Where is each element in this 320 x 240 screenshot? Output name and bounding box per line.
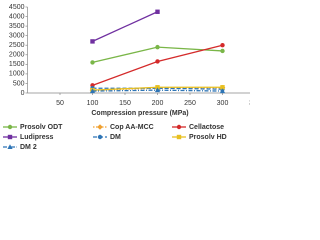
data-point [154, 87, 161, 93]
x-tick-label: 50 [56, 100, 64, 107]
x-tick-label: 300 [217, 100, 229, 107]
data-point [155, 85, 160, 90]
y-tick-label: 500 [13, 80, 25, 87]
legend-marker [97, 124, 103, 130]
legend-marker [176, 124, 182, 130]
y-tick-label: 0 [21, 90, 25, 97]
data-point [220, 85, 225, 90]
legend-label: Ludipress [20, 134, 54, 141]
legend-label: DM 2 [20, 144, 37, 150]
data-point [155, 44, 160, 50]
legend-label: Cop AA-MCC [110, 124, 154, 131]
data-point [220, 48, 225, 54]
data-point [155, 59, 160, 64]
y-tick-label: 4000 [9, 13, 25, 20]
legend-marker [176, 134, 182, 140]
legend-marker [7, 124, 13, 130]
series-line [92, 44, 223, 86]
data-point [90, 39, 95, 44]
x-tick-label: 200 [152, 100, 164, 107]
data-point [90, 60, 95, 65]
chart: Compression pressure (MPa) 0 500 1000 1500 2… [3, 4, 250, 150]
legend-label: Prosolv HD [189, 134, 227, 141]
x-axis-title: Compression pressure (MPa) [91, 110, 188, 117]
legend-marker [97, 134, 103, 140]
y-tick-label: 4500 [9, 4, 25, 11]
y-tick-label: 2000 [9, 52, 25, 59]
data-point [155, 9, 160, 14]
legend-label: Prosolv ODT [20, 124, 63, 131]
series-line [92, 87, 223, 90]
y-tick-label: 3500 [9, 23, 25, 30]
x-tick-label: 250 [184, 100, 196, 107]
legend-label: Cellactose [189, 124, 224, 131]
data-point [219, 88, 226, 94]
legend-marker [7, 134, 13, 140]
x-tick-label: 150 [119, 100, 131, 107]
data-point [89, 88, 96, 94]
y-tick-label: 3000 [9, 33, 25, 40]
y-tick-label: 2500 [9, 42, 25, 49]
x-tick-label: 350 [249, 100, 250, 107]
legend-label: DM [110, 134, 121, 141]
y-tick-label: 1500 [9, 61, 25, 68]
y-tick-label: 1000 [9, 71, 25, 78]
data-point [220, 43, 225, 48]
x-tick-label: 100 [87, 100, 99, 107]
series-line [92, 11, 158, 42]
legend-marker [7, 144, 13, 149]
